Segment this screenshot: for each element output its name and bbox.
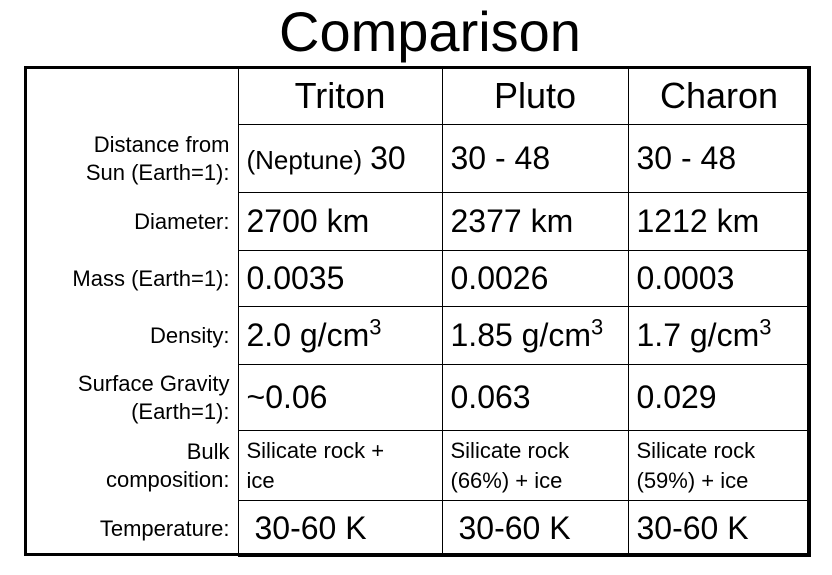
table-row-distance: Distance from Sun (Earth=1): (Neptune) 3… bbox=[24, 124, 811, 193]
cell-pluto-temperature: 30-60 K bbox=[441, 500, 629, 557]
table-row-gravity: Surface Gravity (Earth=1): ~0.06 0.063 0… bbox=[24, 364, 811, 431]
cell-pluto-composition: Silicate rock (66%) + ice bbox=[441, 430, 629, 501]
row-label-temperature: Temperature: bbox=[99, 515, 230, 541]
column-header-pluto: Pluto bbox=[441, 66, 629, 125]
cell-pluto-gravity: 0.063 bbox=[441, 364, 629, 431]
cell-triton-diameter: 2700 km bbox=[237, 192, 443, 251]
row-label-gravity: Surface Gravity (Earth=1): bbox=[77, 370, 230, 424]
cell-triton-gravity: ~0.06 bbox=[237, 364, 443, 431]
cell-charon-density: 1.7 g/cm3 bbox=[627, 306, 811, 365]
cell-triton-distance: (Neptune) 30 bbox=[237, 124, 443, 193]
table-row-diameter: Diameter: 2700 km 2377 km 1212 km bbox=[24, 192, 811, 251]
row-label-composition: Bulk composition: bbox=[105, 438, 230, 492]
cell-charon-distance: 30 - 48 bbox=[627, 124, 811, 193]
cell-charon-gravity: 0.029 bbox=[627, 364, 811, 431]
cell-charon-composition: Silicate rock (59%) + ice bbox=[627, 430, 811, 501]
header-row: Triton Pluto Charon bbox=[24, 66, 811, 125]
table-row-mass: Mass (Earth=1): 0.0035 0.0026 0.0003 bbox=[24, 250, 811, 307]
cell-triton-density: 2.0 g/cm3 bbox=[237, 306, 443, 365]
header-blank-cell bbox=[24, 67, 238, 125]
row-label-mass: Mass (Earth=1): bbox=[72, 265, 230, 291]
table-row-temperature: Temperature: 30-60 K 30-60 K 30-60 K bbox=[24, 500, 811, 557]
cell-pluto-diameter: 2377 km bbox=[441, 192, 629, 251]
cell-triton-mass: 0.0035 bbox=[237, 250, 443, 307]
column-header-triton: Triton bbox=[237, 66, 443, 125]
page-title: Comparison bbox=[279, 0, 581, 63]
row-label-distance: Distance from Sun (Earth=1): bbox=[85, 131, 230, 185]
cell-pluto-density: 1.85 g/cm3 bbox=[441, 306, 629, 365]
table-row-composition: Bulk composition: Silicate rock + ice Si… bbox=[24, 430, 811, 501]
cell-triton-composition: Silicate rock + ice bbox=[237, 430, 443, 501]
comparison-table: Triton Pluto Charon Distance from Sun (E… bbox=[24, 66, 811, 557]
row-label-density: Density: bbox=[150, 322, 230, 348]
cell-triton-temperature: 30-60 K bbox=[237, 500, 443, 557]
neptune-note: (Neptune) bbox=[246, 145, 363, 175]
cell-pluto-distance: 30 - 48 bbox=[441, 124, 629, 193]
cell-charon-diameter: 1212 km bbox=[627, 192, 811, 251]
cell-pluto-mass: 0.0026 bbox=[441, 250, 629, 307]
column-header-charon: Charon bbox=[627, 66, 811, 125]
table-row-density: Density: 2.0 g/cm3 1.85 g/cm3 1.7 g/cm3 bbox=[24, 306, 811, 365]
cell-charon-temperature: 30-60 K bbox=[627, 500, 811, 557]
cell-charon-mass: 0.0003 bbox=[627, 250, 811, 307]
row-label-diameter: Diameter: bbox=[134, 208, 230, 234]
